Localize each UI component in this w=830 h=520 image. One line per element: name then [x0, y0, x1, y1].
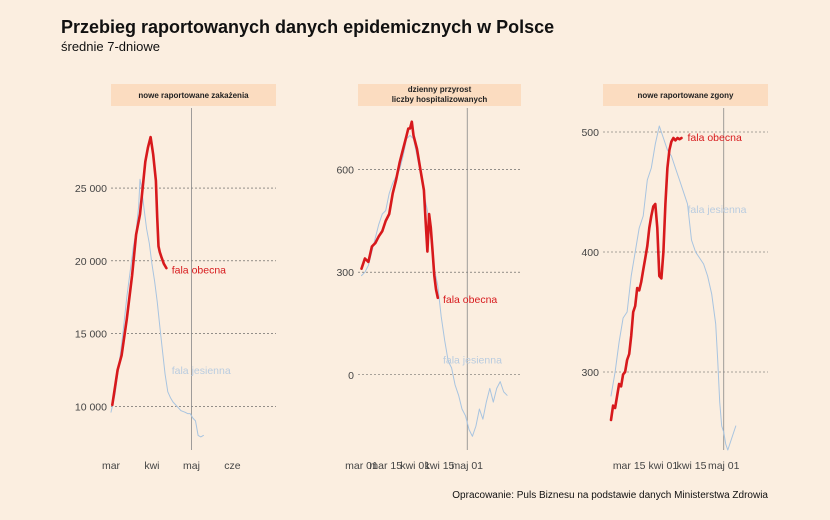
chart-title: Przebieg raportowanych danych epidemiczn…: [61, 17, 554, 37]
x-tick-label: kwi 15: [425, 460, 455, 472]
series-label-autumn-wave: fala jesienna: [172, 365, 231, 377]
x-tick-label: mar 15: [613, 460, 646, 472]
x-tick-label: maj: [183, 460, 200, 472]
panel-strip: [603, 84, 768, 106]
x-tick-label: kwi 15: [677, 460, 707, 472]
y-tick-label: 10 000: [75, 401, 107, 413]
x-tick-label: maj 01: [708, 460, 740, 472]
y-tick-label: 15 000: [75, 329, 107, 341]
panel-strip-title: nowe raportowane zakażenia: [138, 91, 249, 100]
chart-caption: Opracowanie: Puls Biznesu na podstawie d…: [452, 490, 768, 501]
x-tick-label: mar 01: [345, 460, 378, 472]
x-tick-label: kwi 01: [400, 460, 430, 472]
series-line-current-wave: [360, 120, 440, 300]
series-line-current-wave: [111, 135, 168, 407]
y-tick-label: 300: [336, 267, 354, 279]
y-tick-label: 600: [336, 165, 354, 177]
series-label-autumn-wave: fala jesienna: [688, 204, 747, 216]
y-tick-label: 25 000: [75, 183, 107, 195]
x-tick-label: maj 01: [451, 460, 483, 472]
series-label-autumn-wave: fala jesienna: [443, 354, 502, 366]
panel-1: nowe raportowane zakażenia 10 000 15 000 20…: [75, 84, 276, 472]
x-tick-label: mar 15: [369, 460, 402, 472]
panel-strip: [358, 84, 521, 106]
x-tick-label: kwi: [144, 460, 159, 472]
series-line-current-wave: [609, 136, 683, 422]
y-tick-label: 400: [581, 247, 599, 259]
series-label-current-wave: fala obecna: [172, 265, 226, 277]
x-tick-label: mar: [102, 460, 121, 472]
y-tick-label: 20 000: [75, 256, 107, 268]
panel-strip: [111, 84, 276, 106]
y-tick-label: 300: [581, 367, 599, 379]
x-tick-label: kwi 01: [648, 460, 678, 472]
y-tick-label: 500: [581, 127, 599, 139]
panel-strip-title: nowe raportowane zgony: [637, 91, 734, 100]
chart-subtitle: średnie 7-dniowe: [61, 39, 160, 54]
y-tick-label: 0: [348, 370, 354, 382]
panels: nowe raportowane zakażenia 10 000 15 000 20…: [75, 84, 768, 472]
series-label-current-wave: fala obecna: [688, 132, 742, 144]
series-line-autumn-wave: [610, 125, 737, 451]
panel-strip-title: dzienny przyrost: [408, 85, 472, 94]
x-tick-label: cze: [224, 460, 241, 472]
panel-strip-title: liczby hospitalizowanych: [392, 95, 488, 104]
series-line-autumn-wave: [110, 178, 204, 438]
series-label-current-wave: fala obecna: [443, 294, 497, 306]
